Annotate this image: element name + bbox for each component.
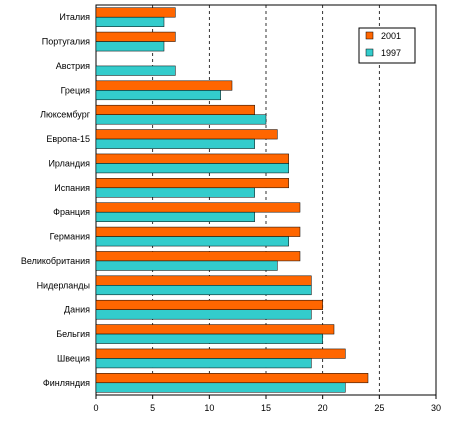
bar-2001 <box>95 129 278 140</box>
category-label: Нидерланды <box>37 280 90 290</box>
legend: 2001 1997 <box>358 27 416 64</box>
legend-label-1997: 1997 <box>381 48 401 58</box>
bars <box>95 7 369 393</box>
bar-1997 <box>95 187 255 198</box>
x-tick-label: 10 <box>204 403 214 413</box>
bar-2001 <box>95 324 335 335</box>
bar-2001 <box>95 373 369 384</box>
bar-1997 <box>95 260 278 271</box>
legend-swatch-2001 <box>365 31 374 40</box>
bar-1997 <box>95 285 312 296</box>
bar-1997 <box>95 358 312 369</box>
x-tick-label: 20 <box>318 403 328 413</box>
bar-1997 <box>95 16 165 27</box>
x-axis-ticks: 0 5 10 15 20 25 30 <box>93 395 441 413</box>
bar-2001 <box>95 31 176 42</box>
bar-1997 <box>95 41 165 52</box>
x-tick-label: 30 <box>431 403 441 413</box>
bar-1997 <box>95 163 289 174</box>
category-label: Германия <box>50 232 90 242</box>
category-label: Италия <box>59 12 90 22</box>
bar-1997 <box>95 211 255 222</box>
category-label: Дания <box>64 305 90 315</box>
category-labels: Италия Португалия Австрия Греция Люксембург Е… <box>21 12 91 388</box>
category-label: Европа-15 <box>46 134 90 144</box>
category-label: Швеция <box>57 353 90 363</box>
bar-1997 <box>95 382 346 393</box>
bar-2001 <box>95 153 289 164</box>
category-label: Франция <box>53 207 90 217</box>
x-tick-label: 25 <box>374 403 384 413</box>
bar-1997 <box>95 65 176 76</box>
bar-2001 <box>95 104 255 115</box>
category-label: Испания <box>54 183 90 193</box>
x-tick-label: 5 <box>150 403 155 413</box>
bar-2001 <box>95 251 301 262</box>
category-label: Австрия <box>56 61 90 71</box>
bar-2001 <box>95 348 346 359</box>
category-label: Финляндия <box>43 378 90 388</box>
legend-label-2001: 2001 <box>381 31 401 41</box>
bar-2001 <box>95 226 301 237</box>
bar-2001 <box>95 80 233 91</box>
bar-2001 <box>95 7 176 18</box>
bar-1997 <box>95 138 255 149</box>
bar-1997 <box>95 114 267 125</box>
bar-2001 <box>95 275 312 286</box>
bar-2001 <box>95 299 323 310</box>
bar-1997 <box>95 333 323 344</box>
category-label: Бельгия <box>56 329 90 339</box>
x-tick-label: 0 <box>93 403 98 413</box>
category-label: Люксембург <box>40 110 91 120</box>
x-tick-label: 15 <box>261 403 271 413</box>
category-label: Португалия <box>42 37 90 47</box>
bar-1997 <box>95 236 289 247</box>
legend-swatch-1997 <box>365 48 374 57</box>
bar-1997 <box>95 90 221 101</box>
category-label: Ирландия <box>48 158 90 168</box>
bar-2001 <box>95 202 301 213</box>
bar-1997 <box>95 309 312 320</box>
bar-2001 <box>95 178 289 189</box>
category-label: Великобритания <box>21 256 90 266</box>
category-label: Греция <box>61 85 91 95</box>
